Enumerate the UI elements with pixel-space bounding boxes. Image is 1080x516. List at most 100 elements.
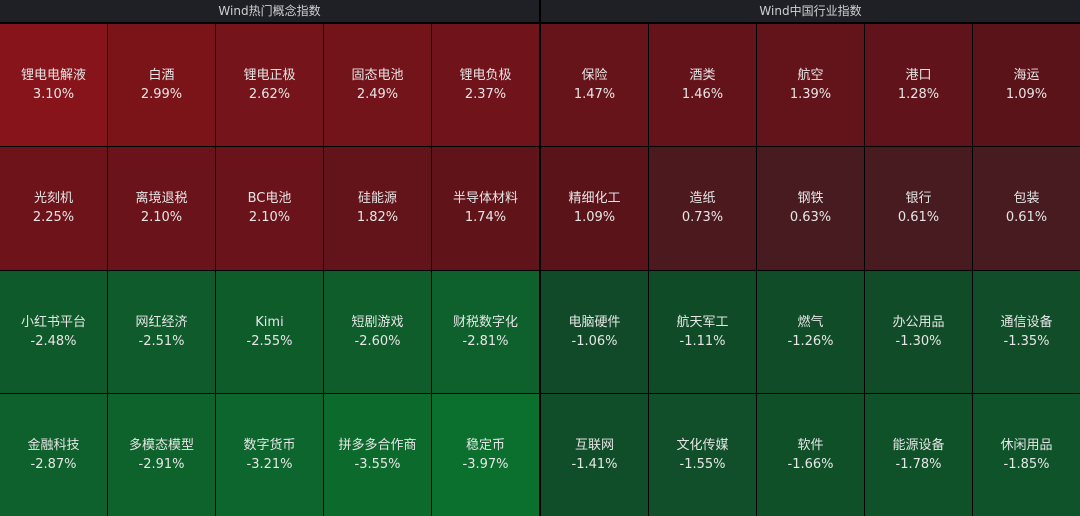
tile-change: -1.11% (679, 333, 726, 349)
tile-change: 2.10% (140, 210, 183, 226)
tile[interactable]: 海运 1.09% (973, 24, 1080, 147)
tile-name: 拼多多合作商 (338, 437, 417, 453)
tile-change: 2.62% (248, 87, 291, 103)
tile-name: 航天军工 (676, 314, 729, 330)
tile[interactable]: 拼多多合作商 -3.55% (324, 393, 431, 516)
tile[interactable]: 离境退税 2.10% (108, 147, 215, 270)
tile[interactable]: 软件 -1.66% (757, 393, 864, 516)
tile-name: 包装 (1013, 191, 1040, 207)
tile-change: -3.97% (462, 456, 509, 472)
tile-change: -1.85% (1003, 456, 1050, 472)
tile[interactable]: BC电池 2.10% (216, 147, 323, 270)
tile-change: -1.66% (787, 456, 834, 472)
tile[interactable]: 财税数字化 -2.81% (432, 270, 539, 393)
tile-name: 网红经济 (135, 314, 188, 330)
tile-name: 小红书平台 (20, 314, 86, 330)
tile[interactable]: 互联网 -1.41% (541, 393, 648, 516)
tile[interactable]: 金融科技 -2.87% (0, 393, 107, 516)
tile-name: 办公用品 (892, 314, 945, 330)
tile-name: 通信设备 (1000, 314, 1053, 330)
tile[interactable]: 锂电正极 2.62% (216, 24, 323, 147)
tile-change: -3.21% (246, 456, 293, 472)
tile-change: 2.37% (464, 87, 507, 103)
tile[interactable]: 航天军工 -1.11% (649, 270, 756, 393)
tile-name: 酒类 (689, 68, 716, 84)
tile[interactable]: 小红书平台 -2.48% (0, 270, 107, 393)
tile-name: 电脑硬件 (568, 314, 621, 330)
tile[interactable]: 燃气 -1.26% (757, 270, 864, 393)
tile-change: -1.41% (571, 456, 618, 472)
tile-change: 1.47% (573, 87, 616, 103)
tile-name: 半导体材料 (452, 191, 518, 207)
tile[interactable]: 固态电池 2.49% (324, 24, 431, 147)
tile[interactable]: 精细化工 1.09% (541, 147, 648, 270)
tile[interactable]: 造纸 0.73% (649, 147, 756, 270)
tile[interactable]: 包装 0.61% (973, 147, 1080, 270)
tile[interactable]: 锂电负极 2.37% (432, 24, 539, 147)
panel: Wind热门概念指数 锂电电解液 3.10% 白酒 2.99% 锂电正极 2.62% 固态电池… (0, 0, 539, 516)
tile[interactable]: 酒类 1.46% (649, 24, 756, 147)
tile[interactable]: 半导体材料 1.74% (432, 147, 539, 270)
tile[interactable]: 数字货币 -3.21% (216, 393, 323, 516)
tile-change: 2.99% (140, 87, 183, 103)
tile-change: 0.61% (1005, 210, 1048, 226)
tile-change: -2.60% (354, 333, 401, 349)
tile-change: 3.10% (32, 87, 75, 103)
tile[interactable]: 电脑硬件 -1.06% (541, 270, 648, 393)
tile[interactable]: 办公用品 -1.30% (865, 270, 972, 393)
tile-name: 银行 (905, 191, 932, 207)
tile-name: 燃气 (797, 314, 824, 330)
tile-change: -1.26% (787, 333, 834, 349)
tile-name: 精细化工 (568, 191, 621, 207)
tile-change: -2.51% (138, 333, 185, 349)
tile-name: 休闲用品 (1000, 437, 1053, 453)
tile[interactable]: 银行 0.61% (865, 147, 972, 270)
tile-change: 1.09% (1005, 87, 1048, 103)
tile[interactable]: 航空 1.39% (757, 24, 864, 147)
tile-name: 港口 (905, 68, 932, 84)
tile[interactable]: 短剧游戏 -2.60% (324, 270, 431, 393)
tile-change: -2.91% (138, 456, 185, 472)
tile-change: 1.74% (464, 210, 507, 226)
tile-grid: 保险 1.47% 酒类 1.46% 航空 1.39% 港口 1.28% 海运 1.09% 精细化工 1… (541, 24, 1080, 516)
tile-name: 金融科技 (27, 437, 80, 453)
tile[interactable]: 锂电电解液 3.10% (0, 24, 107, 147)
tile-name: 航空 (797, 68, 824, 84)
tile-name: 离境退税 (135, 191, 188, 207)
tile-name: 锂电负极 (459, 68, 512, 84)
tile-change: -2.81% (462, 333, 509, 349)
tile-name: 固态电池 (351, 68, 404, 84)
tile-name: 能源设备 (892, 437, 945, 453)
tile-change: 0.63% (789, 210, 832, 226)
tile-name: 硅能源 (357, 191, 397, 207)
tile-change: 1.82% (356, 210, 399, 226)
tile-change: 2.10% (248, 210, 291, 226)
tile[interactable]: 网红经济 -2.51% (108, 270, 215, 393)
tile-name: 光刻机 (33, 191, 73, 207)
tile[interactable]: 钢铁 0.63% (757, 147, 864, 270)
tile[interactable]: 通信设备 -1.35% (973, 270, 1080, 393)
tile-change: 1.09% (573, 210, 616, 226)
tile-name: BC电池 (247, 191, 292, 207)
tile-change: -3.55% (354, 456, 401, 472)
tile[interactable]: 硅能源 1.82% (324, 147, 431, 270)
tile[interactable]: 光刻机 2.25% (0, 147, 107, 270)
tile[interactable]: 多模态模型 -2.91% (108, 393, 215, 516)
tile-change: 1.46% (681, 87, 724, 103)
tile-name: 锂电正极 (243, 68, 296, 84)
tile-name: 互联网 (574, 437, 614, 453)
tile[interactable]: Kimi -2.55% (216, 270, 323, 393)
tile[interactable]: 白酒 2.99% (108, 24, 215, 147)
tile[interactable]: 文化传媒 -1.55% (649, 393, 756, 516)
tile[interactable]: 稳定币 -3.97% (432, 393, 539, 516)
tile-name: 保险 (581, 68, 608, 84)
tile-name: 财税数字化 (452, 314, 518, 330)
tile[interactable]: 休闲用品 -1.85% (973, 393, 1080, 516)
tile[interactable]: 保险 1.47% (541, 24, 648, 147)
tile[interactable]: 港口 1.28% (865, 24, 972, 147)
tile-change: -2.48% (30, 333, 77, 349)
tile-change: -1.06% (571, 333, 618, 349)
tile[interactable]: 能源设备 -1.78% (865, 393, 972, 516)
panel: Wind中国行业指数 保险 1.47% 酒类 1.46% 航空 1.39% 港口 1.28% 海运… (541, 0, 1080, 516)
